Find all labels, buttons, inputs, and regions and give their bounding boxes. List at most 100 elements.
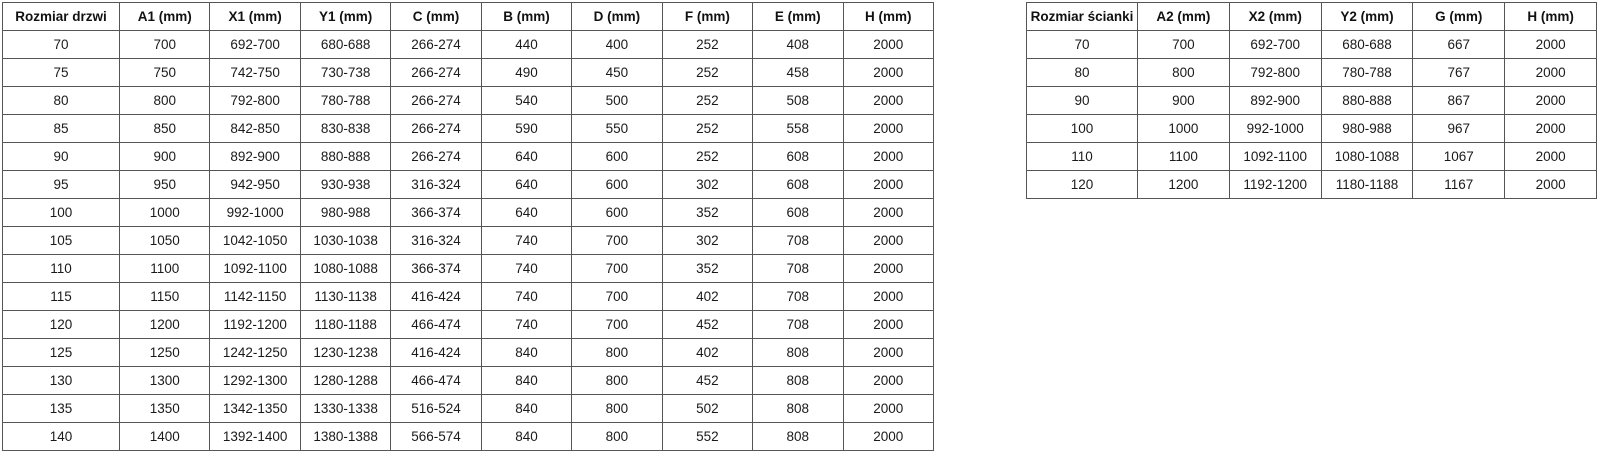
column-header: A1 (mm) [118,2,211,31]
cell: 2000 [1504,58,1597,87]
cell: 115 [2,282,120,311]
table-row: 70 700 692-700 680-688 266-274 440 400 252 408 20… [2,30,934,59]
cell: 900 [1137,86,1230,115]
cell: 75 [2,58,120,87]
cell: 302 [661,226,754,255]
cell: 708 [752,282,844,311]
cell: 708 [752,254,844,283]
cell: 608 [752,198,844,227]
cell: 1330-1338 [299,394,392,423]
cell: 252 [661,142,754,171]
cell: 552 [661,422,754,451]
cell: 452 [661,310,754,339]
cell: 450 [571,58,663,87]
table-row: 100 1000 992-1000 980-988 366-374 640 600 352 60… [2,198,934,227]
cell: 980-988 [1320,114,1414,143]
cell: 1000 [118,198,211,227]
column-header: B (mm) [480,2,573,31]
cell: 416-424 [390,282,482,311]
cell: 1100 [118,254,211,283]
cell: 140 [2,422,120,451]
cell: 967 [1412,114,1506,143]
cell: 900 [118,142,211,171]
table-row: 90 900 892-900 880-888 867 2000 [1026,86,1597,115]
column-header: G (mm) [1412,2,1506,31]
cell: 2000 [1504,114,1597,143]
cell: 842-850 [209,114,301,143]
cell: 95 [2,170,120,199]
cell: 1150 [118,282,211,311]
cell: 880-888 [1320,86,1414,115]
cell: 2000 [842,422,934,451]
cell: 1200 [118,310,211,339]
cell: 100 [1026,114,1138,143]
cell: 252 [661,30,754,59]
cell: 892-900 [209,142,301,171]
cell: 680-688 [299,30,392,59]
cell: 316-324 [390,226,482,255]
cell: 2000 [842,282,934,311]
table-row: 125 1250 1242-1250 1230-1238 416-424 840 800 40… [2,338,934,367]
cell: 1092-1100 [1228,142,1322,171]
cell: 302 [661,170,754,199]
cell: 1080-1088 [1320,142,1414,171]
cell: 867 [1412,86,1506,115]
cell: 700 [571,282,663,311]
cell: 1200 [1137,170,1230,199]
cell: 808 [752,366,844,395]
cell: 252 [661,86,754,115]
cell: 808 [752,338,844,367]
header-row: Rozmiar drzwi A1 (mm) X1 (mm) Y1 (mm) C (mm)… [2,2,934,31]
cell: 767 [1412,58,1506,87]
cell: 80 [2,86,120,115]
cell: 600 [571,170,663,199]
cell: 708 [752,310,844,339]
cell: 608 [752,170,844,199]
cell: 105 [2,226,120,255]
cell: 730-738 [299,58,392,87]
cell: 2000 [842,254,934,283]
cell: 402 [661,282,754,311]
cell: 1167 [1412,170,1506,199]
cell: 2000 [842,198,934,227]
cell: 950 [118,170,211,199]
table-row: 85 850 842-850 830-838 266-274 590 550 252 558 20… [2,114,934,143]
cell: 692-700 [1228,30,1322,59]
cell: 1400 [118,422,211,451]
cell: 500 [571,86,663,115]
table-row: 110 1100 1092-1100 1080-1088 366-374 740 700 35… [2,254,934,283]
cell: 708 [752,226,844,255]
cell: 1030-1038 [299,226,392,255]
column-header: Rozmiar ścianki [1026,2,1138,31]
cell: 558 [752,114,844,143]
cell: 440 [480,30,573,59]
cell: 2000 [1504,170,1597,199]
cell: 840 [480,338,573,367]
cell: 640 [480,198,573,227]
table-row: 135 1350 1342-1350 1330-1338 516-524 840 800 50… [2,394,934,423]
cell: 1067 [1412,142,1506,171]
cell: 266-274 [390,114,482,143]
cell: 352 [661,198,754,227]
cell: 252 [661,58,754,87]
cell: 800 [118,86,211,115]
cell: 100 [2,198,120,227]
column-header: A2 (mm) [1137,2,1230,31]
cell: 1130-1138 [299,282,392,311]
cell: 700 [571,254,663,283]
cell: 2000 [842,394,934,423]
cell: 90 [1026,86,1138,115]
cell: 1192-1200 [1228,170,1322,199]
door-dimensions-table: Rozmiar drzwi A1 (mm) X1 (mm) Y1 (mm) C (mm)… [2,2,934,451]
cell: 252 [661,114,754,143]
cell: 366-374 [390,198,482,227]
cell: 780-788 [299,86,392,115]
cell: 1180-1188 [1320,170,1414,199]
cell: 2000 [842,114,934,143]
cell: 550 [571,114,663,143]
column-header: Y1 (mm) [299,2,392,31]
cell: 130 [2,366,120,395]
cell: 416-424 [390,338,482,367]
cell: 135 [2,394,120,423]
cell: 70 [2,30,120,59]
